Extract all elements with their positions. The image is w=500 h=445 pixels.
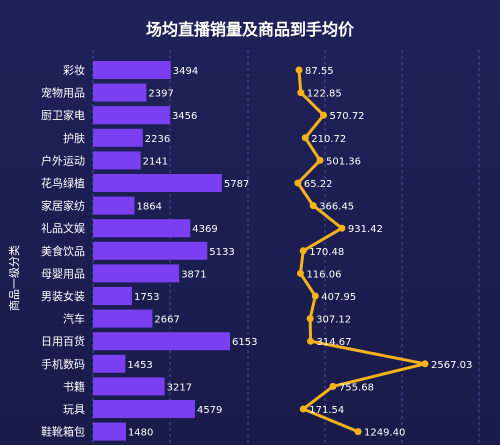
line-point	[320, 111, 328, 119]
category-label: 玩具	[63, 403, 85, 416]
category-label: 美食饮品	[41, 244, 85, 258]
bar	[93, 377, 165, 396]
line-point	[301, 134, 309, 142]
bar-value-label: 3871	[181, 269, 206, 280]
category-label: 礼品文娱	[41, 221, 85, 235]
bar-value-label: 1753	[134, 292, 159, 303]
bar-value-label: 2397	[148, 89, 173, 100]
category-label: 书籍	[63, 379, 85, 393]
line-value-label: 122.85	[307, 89, 342, 100]
line-point	[299, 247, 307, 255]
bar-value-label: 1453	[127, 360, 152, 371]
line-value-label: 1249.40	[364, 428, 405, 439]
category-label: 日用百货	[41, 334, 85, 348]
line-value-label: 366.45	[319, 202, 354, 213]
category-label: 护肤	[63, 131, 85, 145]
bar-value-label: 4579	[197, 405, 222, 416]
line-point	[296, 269, 304, 277]
bar	[93, 151, 141, 170]
line-value-label: 407.95	[321, 292, 356, 303]
category-label: 汽车	[63, 312, 85, 326]
line-point	[295, 66, 303, 74]
bar	[93, 61, 171, 79]
category-label: 彩妆	[63, 64, 85, 77]
bar-value-label: 3494	[173, 66, 198, 77]
line-point	[297, 89, 305, 97]
bar	[93, 174, 222, 192]
line-value-label: 755.68	[339, 382, 374, 393]
line-value-label: 65.22	[304, 179, 333, 190]
line-value-label: 501.36	[326, 156, 361, 167]
line-value-label: 2567.03	[431, 360, 472, 371]
bar	[93, 309, 153, 328]
bar	[93, 264, 180, 283]
line-value-label: 570.72	[330, 111, 365, 122]
bar	[93, 422, 126, 441]
category-label: 宠物用品	[41, 86, 85, 100]
bar-value-label: 6153	[232, 337, 257, 348]
line-value-label: 307.12	[316, 315, 351, 326]
line-point	[316, 156, 324, 164]
bar-value-label: 5787	[224, 179, 249, 190]
line-point	[294, 179, 302, 187]
line-value-label: 314.67	[317, 337, 352, 348]
line-point	[329, 382, 337, 390]
line-value-label: 87.55	[305, 66, 334, 77]
bar	[93, 83, 147, 102]
line-value-label: 210.72	[311, 134, 346, 145]
category-label: 母婴用品	[41, 267, 85, 280]
bar	[93, 196, 135, 215]
category-label: 家居家纺	[41, 199, 85, 213]
line-point	[299, 405, 307, 413]
bar	[93, 241, 208, 260]
line-point	[338, 224, 346, 232]
category-label: 户外运动	[41, 153, 85, 167]
bar	[93, 219, 191, 238]
bar	[93, 287, 133, 305]
category-label: 花鸟绿植	[41, 176, 85, 190]
bar	[93, 332, 230, 351]
bar	[93, 354, 126, 373]
bar-value-label: 1864	[137, 202, 162, 213]
bar	[93, 128, 143, 147]
category-label: 厨卫家电	[41, 108, 85, 122]
line-point	[354, 428, 362, 436]
bar-value-label: 2667	[154, 315, 179, 326]
line-point	[307, 337, 315, 345]
bar-value-label: 5133	[209, 247, 234, 258]
line-point	[306, 315, 314, 323]
category-label: 男装女装	[41, 289, 85, 303]
category-label: 鞋靴箱包	[41, 425, 85, 439]
chart-title: 场均直播销量及商品到手均价	[145, 20, 354, 39]
line-point	[311, 292, 319, 300]
bar	[93, 106, 170, 125]
bar	[93, 400, 195, 418]
category-label: 手机数码	[41, 357, 85, 371]
bar-value-label: 2141	[143, 156, 168, 167]
line-value-label: 116.06	[306, 269, 341, 280]
bar-value-label: 4369	[192, 224, 217, 235]
line-value-label: 170.48	[309, 247, 344, 258]
bar-value-label: 1480	[128, 428, 153, 439]
bar-value-label: 3217	[167, 382, 192, 393]
bar-value-label: 2236	[145, 134, 170, 145]
line-point	[309, 202, 317, 210]
line-point	[421, 360, 429, 368]
bar-value-label: 3456	[172, 111, 197, 122]
line-value-label: 931.42	[348, 224, 383, 235]
line-value-label: 171.54	[309, 405, 344, 416]
